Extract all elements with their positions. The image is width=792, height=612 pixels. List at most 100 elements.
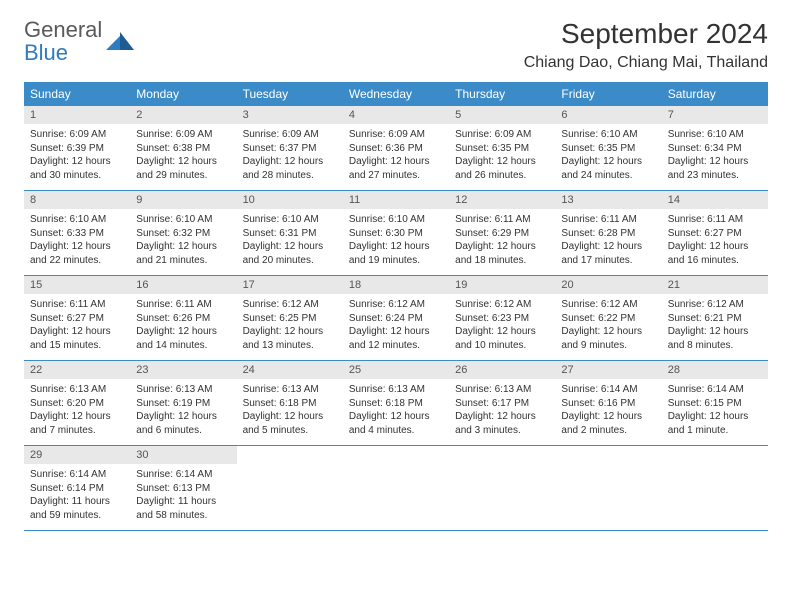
day-number-cell: 6 bbox=[555, 106, 661, 124]
day-daylight1: Daylight: 11 hours bbox=[30, 495, 124, 509]
day-sunset: Sunset: 6:27 PM bbox=[668, 227, 762, 241]
day-sunset: Sunset: 6:27 PM bbox=[30, 312, 124, 326]
day-sunrise: Sunrise: 6:11 AM bbox=[455, 213, 549, 227]
logo-text: General Blue bbox=[24, 18, 102, 64]
day-sunset: Sunset: 6:38 PM bbox=[136, 142, 230, 156]
day-sunrise: Sunrise: 6:14 AM bbox=[668, 383, 762, 397]
daynum-row: 15161718192021 bbox=[24, 276, 768, 294]
day-number-cell bbox=[237, 446, 343, 464]
day-content-cell: Sunrise: 6:14 AMSunset: 6:15 PMDaylight:… bbox=[662, 379, 768, 445]
day-sunrise: Sunrise: 6:14 AM bbox=[30, 468, 124, 482]
day-daylight1: Daylight: 12 hours bbox=[349, 325, 443, 339]
page-header: General Blue September 2024 Chiang Dao, … bbox=[24, 18, 768, 72]
day-number-cell: 2 bbox=[130, 106, 236, 124]
day-number-cell: 21 bbox=[662, 276, 768, 294]
content-row: Sunrise: 6:11 AMSunset: 6:27 PMDaylight:… bbox=[24, 294, 768, 361]
day-number-cell: 4 bbox=[343, 106, 449, 124]
day-sunset: Sunset: 6:14 PM bbox=[30, 482, 124, 496]
day-daylight2: and 17 minutes. bbox=[561, 254, 655, 268]
day-sunset: Sunset: 6:35 PM bbox=[455, 142, 549, 156]
day-sunset: Sunset: 6:37 PM bbox=[243, 142, 337, 156]
day-number-cell bbox=[662, 446, 768, 464]
day-sunrise: Sunrise: 6:10 AM bbox=[561, 128, 655, 142]
content-row: Sunrise: 6:13 AMSunset: 6:20 PMDaylight:… bbox=[24, 379, 768, 446]
day-sunset: Sunset: 6:30 PM bbox=[349, 227, 443, 241]
day-number-cell bbox=[555, 446, 661, 464]
day-sunset: Sunset: 6:36 PM bbox=[349, 142, 443, 156]
day-content-cell bbox=[343, 464, 449, 530]
day-daylight2: and 59 minutes. bbox=[30, 509, 124, 523]
day-content-cell: Sunrise: 6:10 AMSunset: 6:35 PMDaylight:… bbox=[555, 124, 661, 190]
day-daylight1: Daylight: 12 hours bbox=[30, 410, 124, 424]
day-number-cell: 27 bbox=[555, 361, 661, 379]
weekday-header: Tuesday bbox=[237, 82, 343, 106]
weeks-container: 1234567Sunrise: 6:09 AMSunset: 6:39 PMDa… bbox=[24, 106, 768, 531]
day-sunset: Sunset: 6:33 PM bbox=[30, 227, 124, 241]
day-content-cell: Sunrise: 6:14 AMSunset: 6:16 PMDaylight:… bbox=[555, 379, 661, 445]
day-number-cell: 24 bbox=[237, 361, 343, 379]
day-sunrise: Sunrise: 6:09 AM bbox=[243, 128, 337, 142]
content-row: Sunrise: 6:14 AMSunset: 6:14 PMDaylight:… bbox=[24, 464, 768, 531]
month-title: September 2024 bbox=[524, 18, 768, 50]
day-daylight1: Daylight: 12 hours bbox=[349, 410, 443, 424]
day-number-cell: 7 bbox=[662, 106, 768, 124]
day-sunset: Sunset: 6:15 PM bbox=[668, 397, 762, 411]
day-sunrise: Sunrise: 6:13 AM bbox=[455, 383, 549, 397]
day-daylight1: Daylight: 12 hours bbox=[561, 325, 655, 339]
brand-logo: General Blue bbox=[24, 18, 134, 64]
day-number-cell: 20 bbox=[555, 276, 661, 294]
day-daylight2: and 21 minutes. bbox=[136, 254, 230, 268]
day-sunrise: Sunrise: 6:09 AM bbox=[30, 128, 124, 142]
day-sunrise: Sunrise: 6:09 AM bbox=[455, 128, 549, 142]
weekday-header: Wednesday bbox=[343, 82, 449, 106]
day-sunset: Sunset: 6:21 PM bbox=[668, 312, 762, 326]
day-sunset: Sunset: 6:17 PM bbox=[455, 397, 549, 411]
day-daylight2: and 18 minutes. bbox=[455, 254, 549, 268]
weekday-header: Monday bbox=[130, 82, 236, 106]
day-content-cell: Sunrise: 6:10 AMSunset: 6:31 PMDaylight:… bbox=[237, 209, 343, 275]
day-number-cell: 17 bbox=[237, 276, 343, 294]
day-daylight2: and 27 minutes. bbox=[349, 169, 443, 183]
day-sunset: Sunset: 6:31 PM bbox=[243, 227, 337, 241]
day-daylight2: and 28 minutes. bbox=[243, 169, 337, 183]
day-sunset: Sunset: 6:20 PM bbox=[30, 397, 124, 411]
day-number-cell: 3 bbox=[237, 106, 343, 124]
day-daylight1: Daylight: 12 hours bbox=[136, 155, 230, 169]
day-content-cell: Sunrise: 6:11 AMSunset: 6:27 PMDaylight:… bbox=[662, 209, 768, 275]
daynum-row: 891011121314 bbox=[24, 191, 768, 209]
content-row: Sunrise: 6:09 AMSunset: 6:39 PMDaylight:… bbox=[24, 124, 768, 191]
day-daylight1: Daylight: 12 hours bbox=[668, 410, 762, 424]
day-daylight1: Daylight: 12 hours bbox=[561, 155, 655, 169]
day-sunrise: Sunrise: 6:13 AM bbox=[243, 383, 337, 397]
day-daylight2: and 29 minutes. bbox=[136, 169, 230, 183]
day-daylight1: Daylight: 12 hours bbox=[30, 240, 124, 254]
weekday-header: Thursday bbox=[449, 82, 555, 106]
day-sunrise: Sunrise: 6:12 AM bbox=[455, 298, 549, 312]
day-daylight1: Daylight: 12 hours bbox=[243, 410, 337, 424]
day-content-cell: Sunrise: 6:11 AMSunset: 6:27 PMDaylight:… bbox=[24, 294, 130, 360]
weekday-header: Friday bbox=[555, 82, 661, 106]
day-daylight2: and 8 minutes. bbox=[668, 339, 762, 353]
day-daylight2: and 10 minutes. bbox=[455, 339, 549, 353]
day-daylight2: and 1 minute. bbox=[668, 424, 762, 438]
day-content-cell bbox=[662, 464, 768, 530]
day-content-cell: Sunrise: 6:12 AMSunset: 6:24 PMDaylight:… bbox=[343, 294, 449, 360]
day-daylight1: Daylight: 12 hours bbox=[30, 325, 124, 339]
day-content-cell: Sunrise: 6:09 AMSunset: 6:39 PMDaylight:… bbox=[24, 124, 130, 190]
day-daylight2: and 58 minutes. bbox=[136, 509, 230, 523]
day-daylight2: and 23 minutes. bbox=[668, 169, 762, 183]
day-content-cell: Sunrise: 6:12 AMSunset: 6:23 PMDaylight:… bbox=[449, 294, 555, 360]
day-sunset: Sunset: 6:35 PM bbox=[561, 142, 655, 156]
day-content-cell: Sunrise: 6:13 AMSunset: 6:17 PMDaylight:… bbox=[449, 379, 555, 445]
day-content-cell: Sunrise: 6:09 AMSunset: 6:37 PMDaylight:… bbox=[237, 124, 343, 190]
day-sunset: Sunset: 6:18 PM bbox=[349, 397, 443, 411]
day-daylight1: Daylight: 12 hours bbox=[455, 240, 549, 254]
day-sunset: Sunset: 6:39 PM bbox=[30, 142, 124, 156]
day-sunset: Sunset: 6:26 PM bbox=[136, 312, 230, 326]
day-daylight2: and 16 minutes. bbox=[668, 254, 762, 268]
day-sunrise: Sunrise: 6:12 AM bbox=[349, 298, 443, 312]
day-sunset: Sunset: 6:34 PM bbox=[668, 142, 762, 156]
daynum-row: 2930 bbox=[24, 446, 768, 464]
day-sunset: Sunset: 6:13 PM bbox=[136, 482, 230, 496]
day-daylight2: and 4 minutes. bbox=[349, 424, 443, 438]
